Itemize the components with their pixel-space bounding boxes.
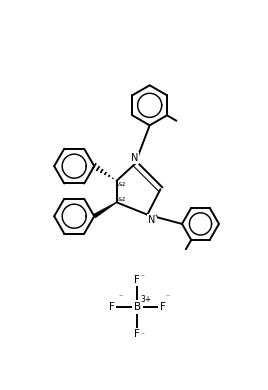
Text: ⁻: ⁻ (165, 292, 169, 302)
Polygon shape (93, 202, 117, 218)
Text: N: N (148, 215, 155, 225)
Text: F: F (160, 302, 166, 312)
Text: F: F (135, 275, 140, 285)
Text: F: F (109, 302, 115, 312)
Text: F: F (135, 330, 140, 339)
Text: N: N (131, 153, 138, 163)
Text: ⁻: ⁻ (140, 273, 144, 282)
Text: B: B (134, 302, 141, 312)
Text: ⁻: ⁻ (118, 292, 122, 302)
Text: ⁺: ⁺ (154, 213, 158, 222)
Text: ⁻: ⁻ (140, 330, 144, 339)
Text: 3+: 3+ (140, 295, 152, 304)
Text: &1: &1 (118, 197, 127, 202)
Text: &1: &1 (118, 182, 127, 187)
